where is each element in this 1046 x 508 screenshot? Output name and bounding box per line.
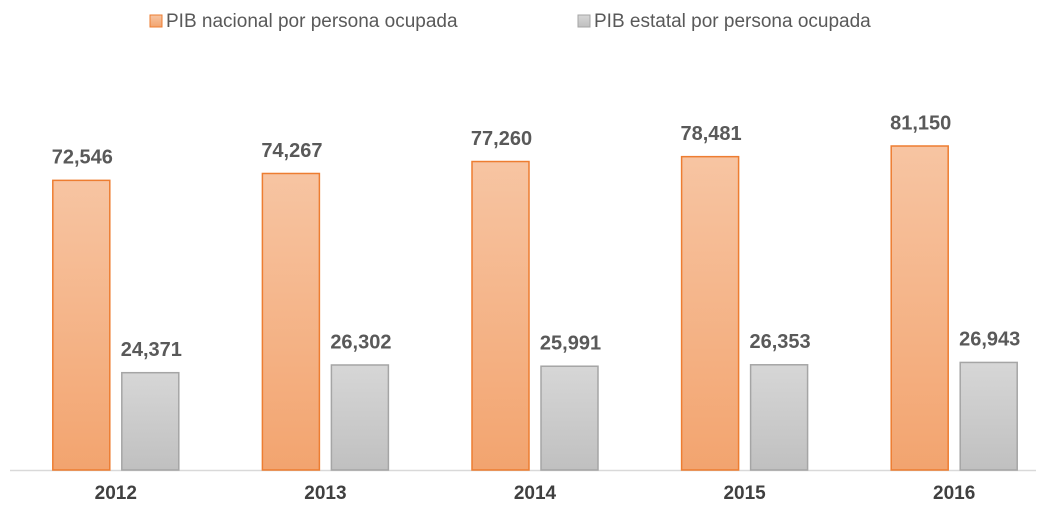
data-label: 77,260	[471, 128, 532, 150]
bar	[471, 160, 530, 471]
bar	[540, 365, 599, 471]
bar	[52, 179, 111, 471]
data-label: 24,371	[121, 339, 182, 361]
bar	[121, 371, 180, 471]
data-label: 72,546	[52, 147, 113, 169]
bar	[749, 364, 809, 471]
legend-label: PIB estatal por persona ocupada	[594, 11, 871, 32]
bar	[890, 145, 949, 471]
legend-swatch	[577, 14, 591, 28]
data-label: 78,481	[681, 123, 742, 145]
bar	[680, 155, 740, 471]
legend-label: PIB nacional por persona ocupada	[166, 11, 458, 32]
data-label: 26,302	[330, 331, 391, 353]
bar	[959, 361, 1018, 471]
x-tick-label: 2014	[514, 483, 557, 504]
bar	[261, 172, 321, 471]
data-label: 26,943	[959, 329, 1020, 351]
legend-swatch	[149, 14, 163, 28]
bar	[330, 364, 390, 471]
data-label: 26,353	[750, 331, 811, 353]
x-tick-label: 2015	[723, 483, 766, 504]
data-label: 74,267	[261, 140, 322, 162]
x-tick-label: 2013	[304, 483, 346, 504]
data-label: 81,150	[890, 112, 951, 134]
x-tick-label: 2012	[95, 483, 137, 504]
data-label: 25,991	[540, 333, 601, 355]
x-tick-label: 2016	[933, 483, 975, 504]
